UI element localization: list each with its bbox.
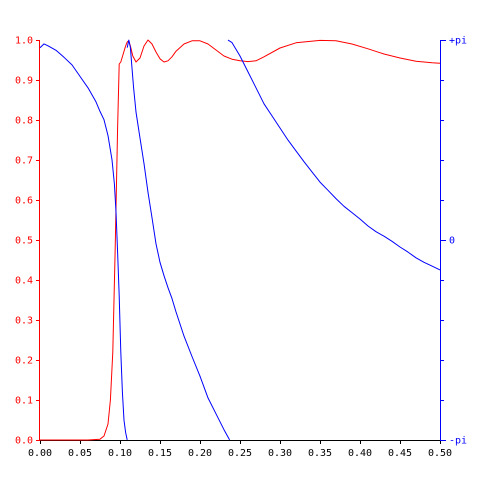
y-left-tick-label: 0.7 <box>15 156 33 167</box>
phase-line-3 <box>227 39 441 271</box>
x-tick-label: 0.30 <box>268 448 292 459</box>
y-left-tick-label: 1.0 <box>15 36 33 47</box>
magnitude-line <box>40 39 441 441</box>
y-axis-left: 0.0 0.1 0.2 0.3 0.4 0.5 0.6 0.7 0.8 0.9 1.0 <box>15 36 40 447</box>
x-tick-label: 0.40 <box>348 448 372 459</box>
y-axis-right: -pi 0 +pi <box>440 36 467 447</box>
y-left-tick-label: 0.4 <box>15 276 33 287</box>
x-tick-label: 0.10 <box>108 448 132 459</box>
series-lines <box>39 39 441 441</box>
x-tick-label: 0.25 <box>228 448 252 459</box>
y-left-tick-label: 0.1 <box>15 396 33 407</box>
x-tick-label: 0.00 <box>28 448 52 459</box>
y-left-tick-label: 0.0 <box>15 436 33 447</box>
y-right-tick-label: -pi <box>449 436 467 447</box>
x-tick-label: 0.20 <box>188 448 212 459</box>
x-tick-label: 0.05 <box>68 448 92 459</box>
phase-line-2 <box>126 39 231 441</box>
x-axis: 0.00 0.05 0.10 0.15 0.20 0.25 0.30 0.35 0.40 0.45… <box>28 440 452 459</box>
y-right-tick-label: +pi <box>449 36 467 47</box>
phase-line-1 <box>39 43 128 441</box>
x-tick-label: 0.15 <box>148 448 172 459</box>
y-left-tick-label: 0.3 <box>15 316 33 327</box>
y-left-tick-label: 0.8 <box>15 116 33 127</box>
x-tick-label: 0.45 <box>388 448 412 459</box>
y-right-tick-label: 0 <box>449 236 455 247</box>
y-left-tick-label: 0.5 <box>15 236 33 247</box>
x-tick-label: 0.35 <box>308 448 332 459</box>
x-tick-label: 0.50 <box>428 448 452 459</box>
y-left-tick-label: 0.2 <box>15 356 33 367</box>
y-left-tick-label: 0.9 <box>15 76 33 87</box>
y-left-tick-label: 0.6 <box>15 196 33 207</box>
